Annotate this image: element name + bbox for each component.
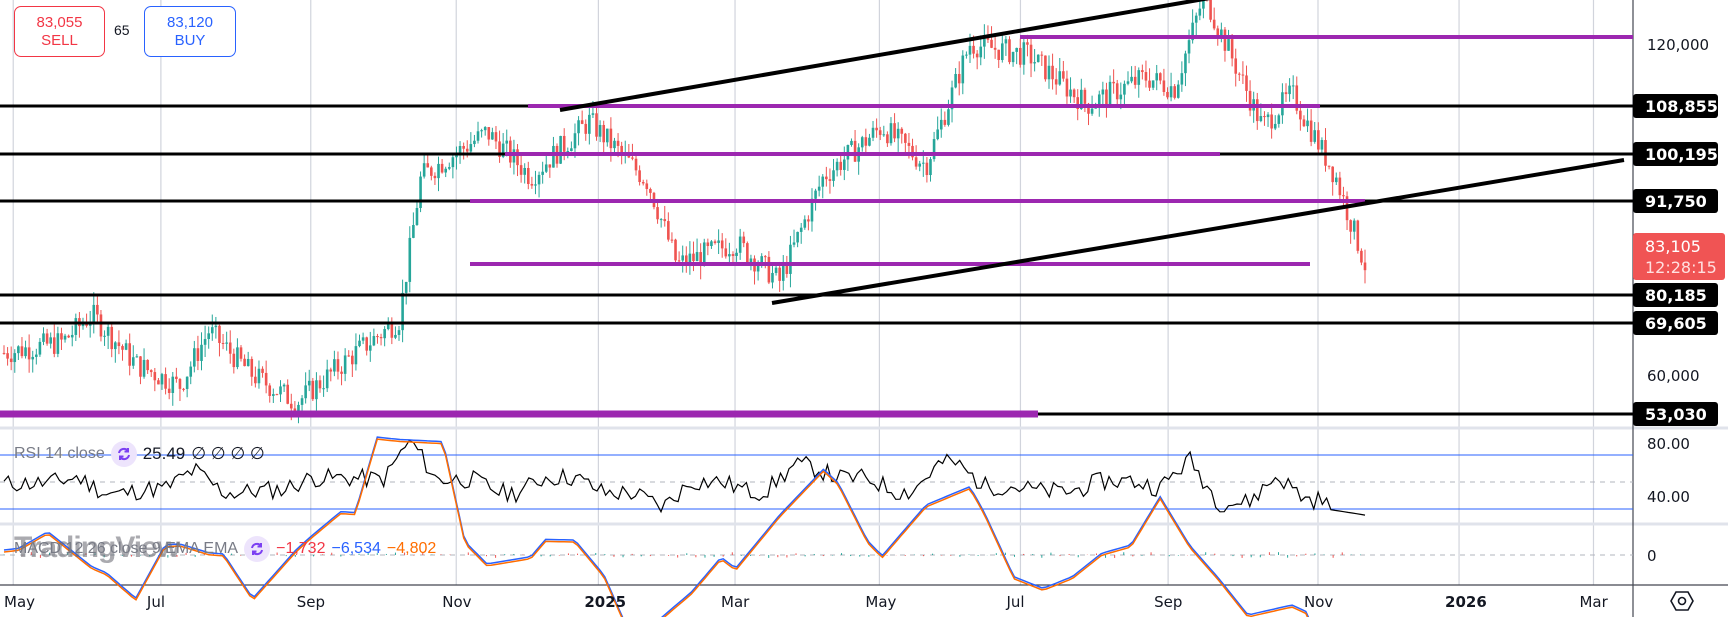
svg-text:Mar: Mar	[1579, 593, 1608, 611]
buy-button[interactable]: 83,120 BUY	[144, 6, 236, 57]
svg-text:108,855: 108,855	[1645, 97, 1718, 116]
svg-text:83,105: 83,105	[1645, 237, 1701, 256]
svg-text:2026: 2026	[1445, 593, 1487, 611]
svg-text:120,000: 120,000	[1647, 36, 1709, 54]
svg-text:100,195: 100,195	[1645, 145, 1718, 164]
hexagon-settings-icon	[1670, 591, 1694, 611]
chart-settings-button[interactable]	[1668, 588, 1696, 614]
macd-histogram-value: −1,732	[276, 540, 326, 557]
macd-signal-value: −4,802	[386, 540, 437, 557]
svg-text:Sep: Sep	[1154, 593, 1182, 611]
spread-value: 65	[114, 22, 130, 38]
cycle-icon[interactable]	[110, 441, 137, 467]
svg-text:40.00: 40.00	[1647, 488, 1690, 506]
rsi-value: 25.49	[142, 444, 186, 463]
svg-text:53,030: 53,030	[1645, 405, 1707, 424]
svg-text:Jul: Jul	[1005, 593, 1024, 611]
svg-text:Jul: Jul	[146, 593, 165, 611]
candles	[2, 0, 1367, 424]
svg-text:May: May	[865, 593, 896, 611]
svg-text:60,000: 60,000	[1647, 367, 1700, 385]
sell-label: SELL	[41, 31, 78, 49]
svg-text:12:28:15: 12:28:15	[1645, 258, 1717, 277]
rsi-indicator-name: RSI 14 close	[14, 445, 105, 462]
svg-text:0: 0	[1647, 547, 1657, 565]
svg-text:Nov: Nov	[442, 593, 471, 611]
svg-text:80,185: 80,185	[1645, 286, 1707, 305]
buy-price: 83,120	[167, 13, 213, 31]
svg-text:91,750: 91,750	[1645, 192, 1707, 211]
svg-text:Sep: Sep	[297, 593, 325, 611]
macd-indicator-name: MACD 12 26 close 9 EMA EMA	[14, 540, 239, 557]
cycle-icon[interactable]	[244, 536, 271, 562]
macd-legend[interactable]: MACD 12 26 close 9 EMA EMA −1,732 −6,534…	[14, 536, 436, 562]
sell-button[interactable]: 83,055 SELL	[14, 6, 105, 57]
svg-text:Mar: Mar	[721, 593, 750, 611]
sell-price: 83,055	[36, 13, 83, 31]
svg-text:2025: 2025	[584, 593, 626, 611]
svg-text:69,605: 69,605	[1645, 314, 1707, 333]
svg-text:May: May	[4, 593, 35, 611]
rsi-legend[interactable]: RSI 14 close 25.49 ∅ ∅ ∅ ∅	[14, 441, 265, 467]
macd-line-value: −6,534	[331, 540, 381, 557]
svg-text:80.00: 80.00	[1647, 435, 1690, 453]
rsi-empty-values: ∅ ∅ ∅ ∅	[191, 444, 265, 463]
svg-text:Nov: Nov	[1304, 593, 1333, 611]
buy-label: BUY	[174, 31, 206, 49]
